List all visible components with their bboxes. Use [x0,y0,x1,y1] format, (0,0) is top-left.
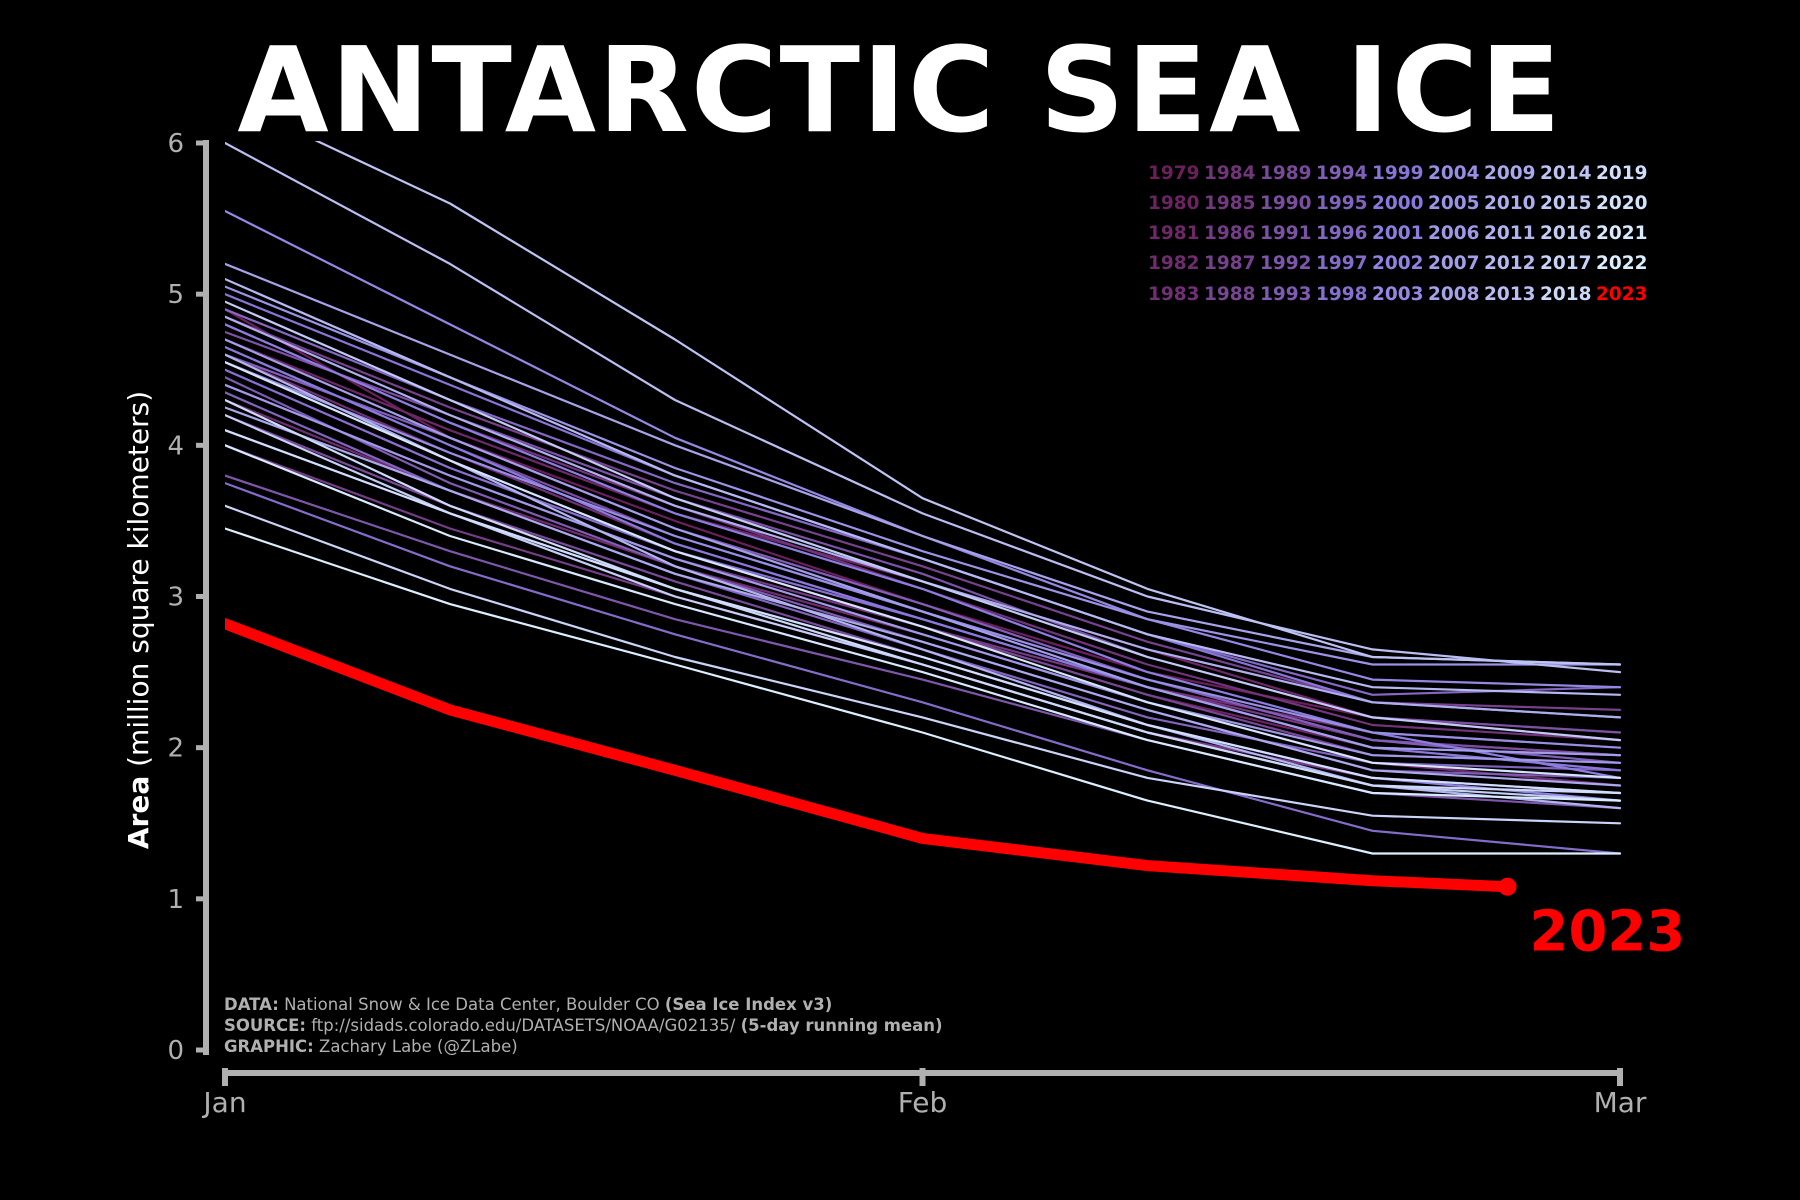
series-line-2003 [225,209,1622,689]
legend-item-2005: 2005 [1428,193,1480,214]
y-tick-label: 6 [167,129,184,159]
legend-item-2017: 2017 [1540,253,1592,274]
legend-item-2007: 2007 [1428,253,1480,274]
series-line-2022 [225,527,1622,855]
legend-item-2011: 2011 [1484,223,1536,244]
series-line-2015 [225,300,1622,742]
legend-item-2016: 2016 [1540,223,1592,244]
y-tick-label: 1 [167,885,184,915]
legend-item-1984: 1984 [1204,163,1256,184]
series-line-2020 [225,361,1622,779]
series-line-1996 [225,308,1622,696]
series-line-2012 [225,278,1622,696]
series-line-2018 [225,398,1622,795]
legend-item-2004: 2004 [1428,163,1480,184]
credit-label: SOURCE: [224,1016,306,1035]
legend-item-1982: 1982 [1148,253,1200,274]
series-line-2009 [225,406,1622,787]
series-line-2006 [225,383,1622,764]
y-tick-label: 5 [167,280,184,310]
legend-item-2013: 2013 [1484,284,1536,305]
chart-title: ANTARCTIC SEA ICE [237,21,1563,159]
legend-item-2006: 2006 [1428,223,1480,244]
series-line-2013 [225,141,1622,674]
series-line-1984 [225,323,1622,742]
legend-item-2010: 2010 [1484,193,1536,214]
credit-note: (Sea Ice Index v3) [665,995,832,1014]
legend-item-2001: 2001 [1372,223,1424,244]
credit-note: (5-day running mean) [741,1016,943,1035]
series-line-2017 [225,504,1622,825]
y-tick-label: 2 [167,734,184,764]
credit-text: National Snow & Ice Data Center, Boulder… [279,995,665,1014]
legend: 1979 1980 1981 1982 1983 1984 1985 1986 1987 1988… [1148,163,1648,305]
credit-line: DATA: National Snow & Ice Data Center, B… [224,995,832,1014]
credit-text: ftp://sidads.colorado.edu/DATASETS/NOAA/… [306,1016,741,1035]
legend-item-1980: 1980 [1148,193,1200,214]
series-line-2019 [225,429,1622,795]
y-tick-label: 3 [167,583,184,613]
series-line-1997 [225,482,1622,855]
legend-item-2015: 2015 [1540,193,1592,214]
credits: DATA: National Snow & Ice Data Center, B… [224,995,943,1056]
legend-item-1999: 1999 [1372,163,1424,184]
axes-layer: 2023 0 1 2 3 4 5 6 Jan Feb Mar [167,129,1685,1119]
series-line-2023 [225,618,1513,893]
legend-item-1991: 1991 [1260,223,1312,244]
legend-item-2020: 2020 [1596,193,1648,214]
legend-item-1986: 1986 [1204,223,1256,244]
legend-item-2022: 2022 [1596,253,1648,274]
y-tick-label: 0 [167,1036,184,1066]
legend-item-2019: 2019 [1596,163,1648,184]
legend-item-1985: 1985 [1204,193,1256,214]
legend-item-1992: 1992 [1260,253,1312,274]
x-tick-label: Mar [1594,1086,1647,1119]
legend-item-1993: 1993 [1260,284,1312,305]
legend-item-1989: 1989 [1260,163,1312,184]
legend-item-1998: 1998 [1316,284,1368,305]
legend-item-1983: 1983 [1148,284,1200,305]
legend-item-1996: 1996 [1316,223,1368,244]
series-2023-endpoint [1498,877,1517,896]
y-tick-label: 4 [167,431,184,461]
legend-item-2023: 2023 [1596,284,1648,305]
credit-label: GRAPHIC: [224,1037,314,1056]
x-tick-label: Feb [898,1086,948,1119]
legend-item-2012: 2012 [1484,253,1536,274]
legend-item-1995: 1995 [1316,193,1368,214]
y-axis-label-bold: Area [122,776,155,849]
y-axis-label-rest: (million square kilometers) [122,391,155,776]
series-line-1979 [225,308,1622,734]
legend-item-2018: 2018 [1540,284,1592,305]
series-line-2021 [225,444,1622,802]
legend-item-2009: 2009 [1484,163,1536,184]
legend-item-2000: 2000 [1372,193,1424,214]
credit-label: DATA: [224,995,279,1014]
legend-item-2002: 2002 [1372,253,1424,274]
legend-item-2003: 2003 [1372,284,1424,305]
legend-item-1997: 1997 [1316,253,1368,274]
legend-item-1994: 1994 [1316,163,1368,184]
legend-item-1990: 1990 [1260,193,1312,214]
series-line-2004 [225,361,1622,749]
credit-line: GRAPHIC: Zachary Labe (@ZLabe) [224,1037,518,1056]
credit-line: SOURCE: ftp://sidads.colorado.edu/DATASE… [224,1016,943,1035]
series-layer [225,141,1622,893]
y-axis-label: Area (million square kilometers) [122,391,155,849]
legend-item-1988: 1988 [1204,284,1256,305]
legend-item-2021: 2021 [1596,223,1648,244]
highlight-label-2023: 2023 [1530,900,1686,965]
series-line-2014 [314,141,1622,666]
legend-item-1979: 1979 [1148,163,1200,184]
legend-item-2008: 2008 [1428,284,1480,305]
legend-item-1987: 1987 [1204,253,1256,274]
legend-item-2014: 2014 [1540,163,1592,184]
credit-text: Zachary Labe (@ZLabe) [314,1037,518,1056]
series-line-2007 [225,338,1622,757]
x-tick-label: Jan [201,1086,246,1119]
legend-item-1981: 1981 [1148,223,1200,244]
